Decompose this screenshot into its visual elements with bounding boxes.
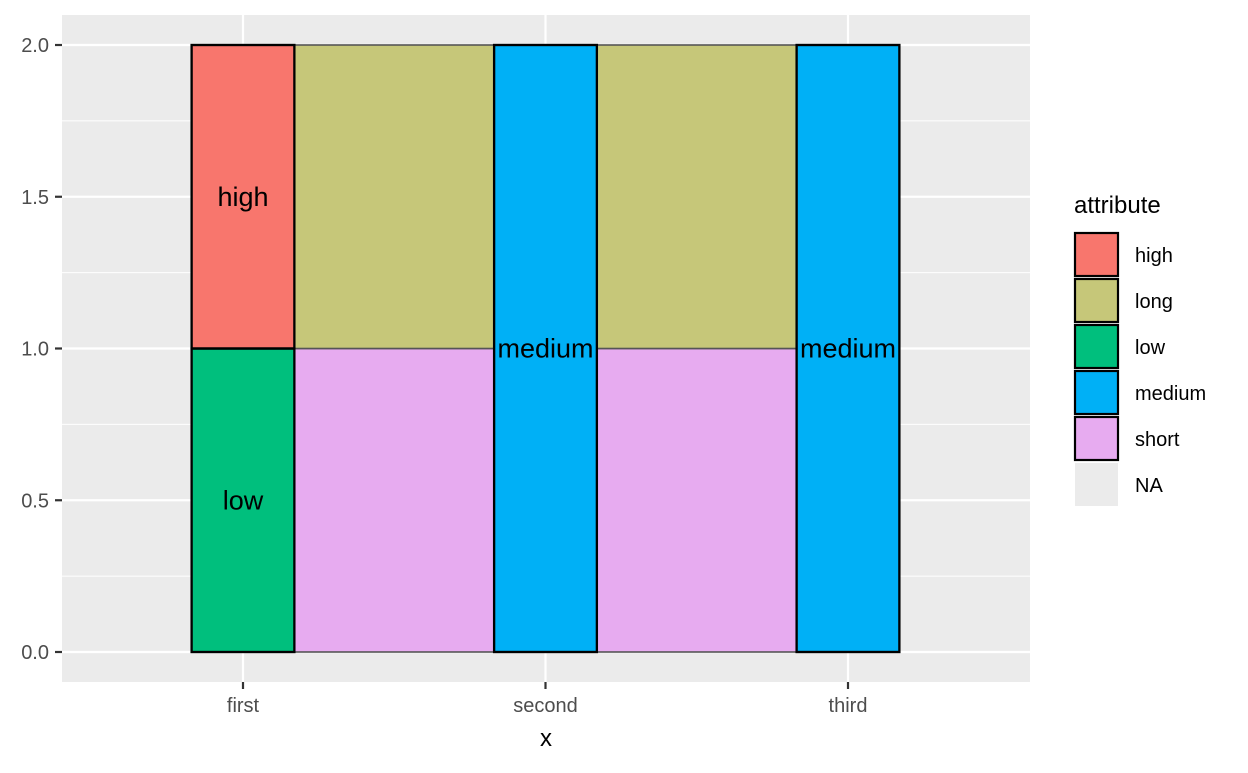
y-tick-label: 2.0	[21, 35, 49, 57]
legend-title: attribute	[1074, 192, 1161, 219]
legend-label: short	[1135, 429, 1180, 451]
y-axis: 0.0 0.5 1.0 1.5 2.0	[21, 35, 62, 664]
legend-key-long	[1073, 277, 1120, 324]
bar-segment-outline-medium	[492, 43, 599, 654]
x-axis-title: x	[540, 725, 552, 752]
legend-label: high	[1135, 245, 1173, 267]
bar-label: medium	[800, 334, 896, 364]
bar-segment-short	[293, 347, 495, 653]
bar-segment-medium	[795, 43, 901, 654]
y-tick-label: 1.5	[21, 187, 49, 209]
x-axis: first second third	[227, 682, 868, 717]
legend: attribute high long low medium short NA	[1073, 192, 1206, 506]
bar-segment-short	[596, 347, 798, 653]
bar-label: high	[217, 182, 268, 212]
y-tick-label: 0.5	[21, 490, 49, 512]
legend-key-high	[1073, 231, 1120, 278]
y-tick-label: 0.0	[21, 642, 49, 664]
legend-label: NA	[1135, 475, 1163, 497]
bars-layer	[190, 43, 901, 654]
legend-items: high long low medium short NA	[1073, 231, 1206, 506]
bar-segment-outline-medium	[795, 43, 901, 654]
bar-segment-long	[293, 44, 495, 350]
legend-key-medium	[1073, 369, 1120, 416]
bar-labels-layer: low high medium medium	[217, 182, 896, 516]
y-tick-label: 1.0	[21, 339, 49, 361]
bar-segment-outline-high	[190, 43, 296, 350]
legend-label: low	[1135, 337, 1166, 359]
legend-label: medium	[1135, 383, 1206, 405]
x-tick-label: third	[829, 695, 868, 717]
legend-key-low	[1073, 323, 1120, 370]
bar-segment-long	[596, 44, 798, 350]
x-tick-label: second	[513, 695, 578, 717]
bar-label: medium	[497, 334, 593, 364]
legend-key-short	[1073, 415, 1120, 462]
bar-label: low	[223, 485, 264, 515]
legend-key-na	[1075, 463, 1118, 506]
x-tick-label: first	[227, 695, 260, 717]
legend-label: long	[1135, 291, 1173, 313]
